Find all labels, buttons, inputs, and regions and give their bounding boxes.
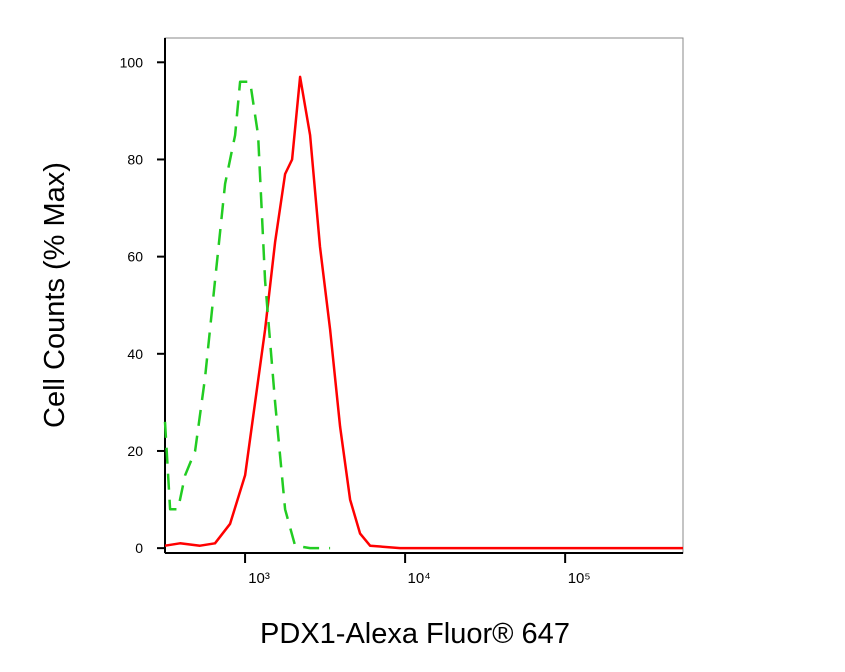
x-tick-label: 10⁵	[568, 570, 591, 587]
y-tick-label: 0	[135, 540, 143, 556]
x-tick-label: 10³	[248, 570, 270, 587]
y-tick-label: 80	[127, 151, 143, 167]
x-tick-label: 10⁴	[408, 570, 431, 587]
x-axis-title: PDX1-Alexa Fluor® 647	[260, 618, 570, 650]
y-tick-label: 100	[120, 54, 144, 70]
series-line	[164, 75, 683, 550]
y-tick-label: 40	[127, 346, 143, 362]
y-axis-title: Cell Counts (% Max)	[39, 162, 71, 428]
plot-frame	[164, 37, 684, 554]
y-tick-label: 60	[127, 249, 143, 265]
y-tick-label: 20	[127, 443, 143, 459]
series-line	[163, 80, 331, 550]
